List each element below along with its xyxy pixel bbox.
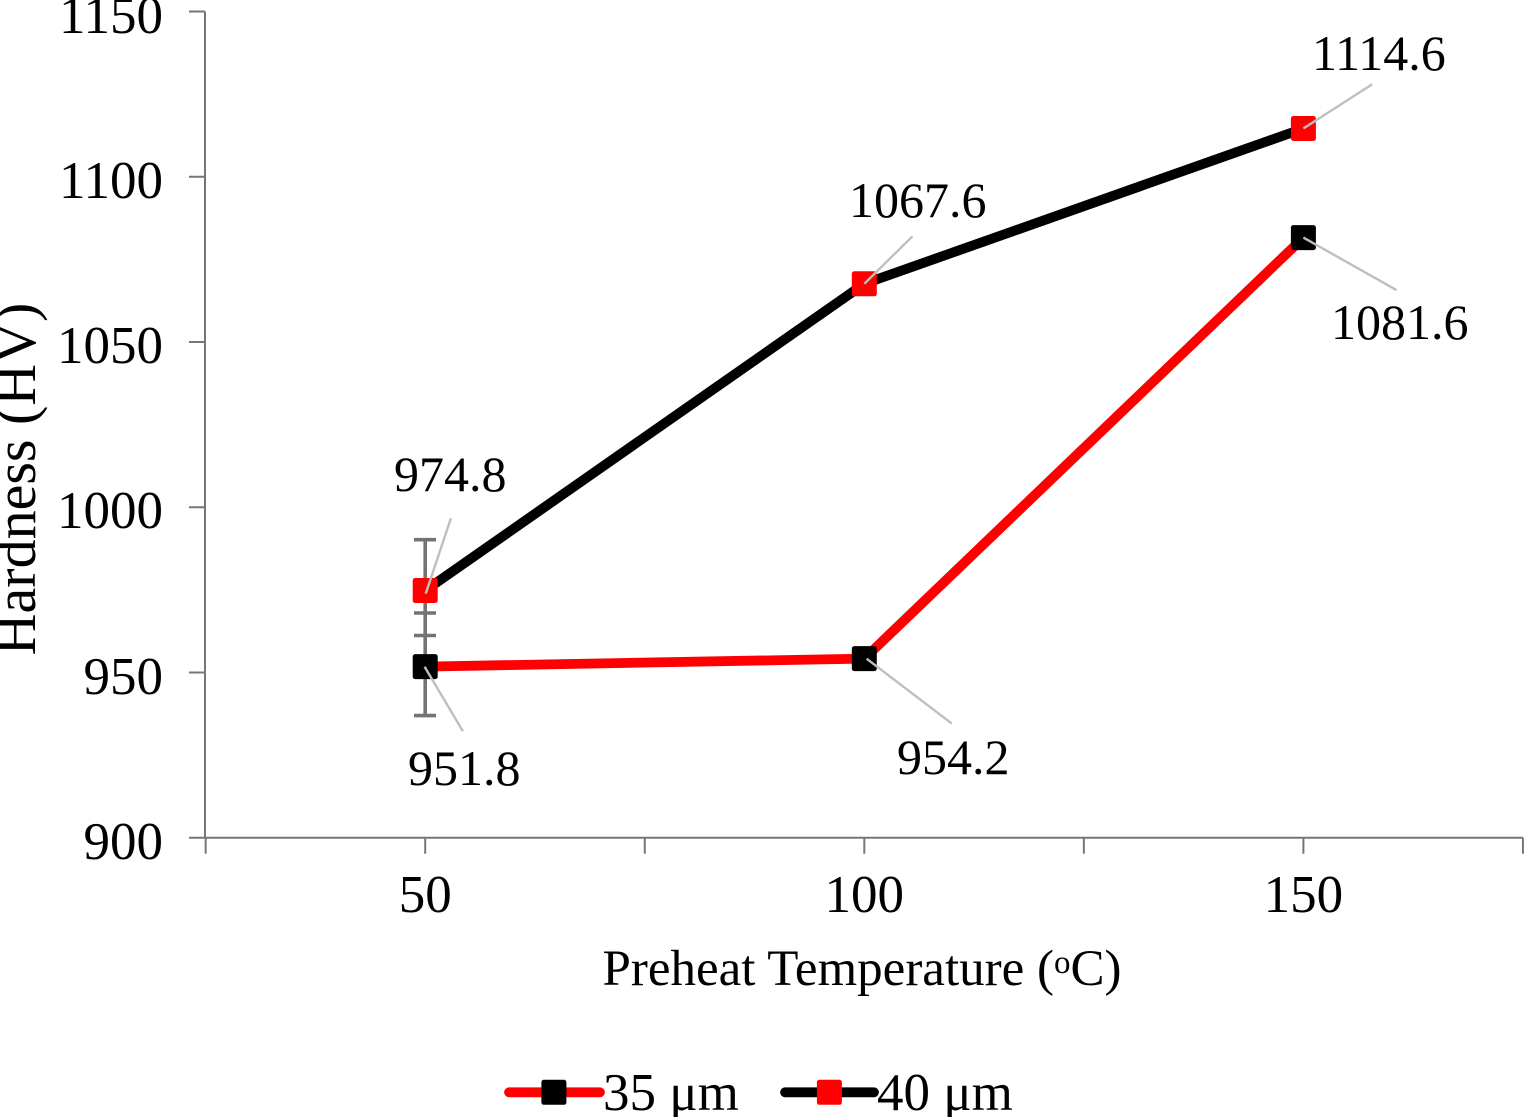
svg-text:951.8: 951.8: [408, 740, 521, 796]
svg-text:1050: 1050: [57, 317, 163, 375]
svg-text:Hardness (HV): Hardness (HV): [0, 303, 48, 656]
svg-text:974.8: 974.8: [394, 446, 507, 502]
svg-text:1100: 1100: [59, 152, 163, 210]
svg-text:950: 950: [84, 648, 164, 706]
svg-text:1000: 1000: [57, 482, 163, 540]
svg-text:1067.6: 1067.6: [849, 172, 987, 228]
svg-text:954.2: 954.2: [897, 729, 1010, 785]
svg-text:1114.6: 1114.6: [1312, 25, 1446, 81]
svg-text:1150: 1150: [59, 0, 163, 45]
svg-text:50: 50: [399, 866, 452, 924]
svg-text:Preheat Temperature (oC): Preheat Temperature (oC): [603, 941, 1122, 997]
svg-text:150: 150: [1264, 866, 1344, 924]
svg-text:40 μm: 40 μm: [877, 1064, 1013, 1117]
svg-text:900: 900: [84, 813, 164, 871]
svg-text:35 μm: 35 μm: [603, 1064, 739, 1117]
svg-text:1081.6: 1081.6: [1331, 294, 1469, 350]
svg-text:100: 100: [825, 866, 905, 924]
